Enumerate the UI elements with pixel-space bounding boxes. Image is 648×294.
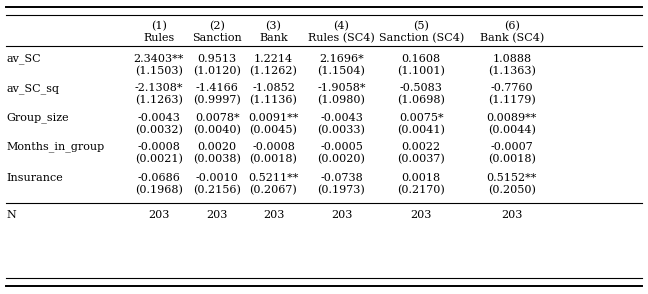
Text: -0.0686: -0.0686 <box>137 173 180 183</box>
Text: 203: 203 <box>411 210 432 220</box>
Text: (0.0045): (0.0045) <box>249 125 297 135</box>
Text: Insurance: Insurance <box>6 173 64 183</box>
Text: Group_size: Group_size <box>6 112 69 123</box>
Text: 0.0075*: 0.0075* <box>399 113 443 123</box>
Text: (0.0041): (0.0041) <box>397 125 445 135</box>
Text: (1.1136): (1.1136) <box>249 95 297 106</box>
Text: 0.1608: 0.1608 <box>402 54 441 64</box>
Text: (0.2156): (0.2156) <box>193 185 241 196</box>
Text: (0.0032): (0.0032) <box>135 125 183 135</box>
Text: (1): (1) <box>151 21 167 31</box>
Text: (0.1968): (0.1968) <box>135 185 183 196</box>
Text: -0.0008: -0.0008 <box>137 142 180 152</box>
Text: Bank: Bank <box>259 33 288 43</box>
Text: 0.0091**: 0.0091** <box>248 113 299 123</box>
Text: -1.0852: -1.0852 <box>252 83 295 93</box>
Text: 2.1696*: 2.1696* <box>319 54 364 64</box>
Text: (2): (2) <box>209 21 225 31</box>
Text: 0.0022: 0.0022 <box>402 142 441 152</box>
Text: (0.2050): (0.2050) <box>488 185 536 196</box>
Text: 0.0078*: 0.0078* <box>195 113 239 123</box>
Text: Rules (SC4): Rules (SC4) <box>308 32 375 43</box>
Text: -1.9058*: -1.9058* <box>318 83 365 93</box>
Text: Bank (SC4): Bank (SC4) <box>480 32 544 43</box>
Text: (0.0018): (0.0018) <box>249 154 297 165</box>
Text: (1.0980): (1.0980) <box>318 95 365 106</box>
Text: 0.0018: 0.0018 <box>402 173 441 183</box>
Text: (0.0020): (0.0020) <box>318 154 365 165</box>
Text: (1.1363): (1.1363) <box>488 66 536 76</box>
Text: (4): (4) <box>334 21 349 31</box>
Text: (0.0044): (0.0044) <box>488 125 536 135</box>
Text: -2.1308*: -2.1308* <box>135 83 183 93</box>
Text: N: N <box>6 210 16 220</box>
Text: (0.9997): (0.9997) <box>193 95 241 106</box>
Text: -0.0010: -0.0010 <box>196 173 238 183</box>
Text: 203: 203 <box>207 210 227 220</box>
Text: -0.7760: -0.7760 <box>491 83 533 93</box>
Text: Sanction: Sanction <box>192 33 242 43</box>
Text: (0.0033): (0.0033) <box>318 125 365 135</box>
Text: (0.0037): (0.0037) <box>397 154 445 165</box>
Text: 0.5211**: 0.5211** <box>248 173 299 183</box>
Text: (1.1504): (1.1504) <box>318 66 365 76</box>
Text: (1.1262): (1.1262) <box>249 66 297 76</box>
Text: (0.2067): (0.2067) <box>249 185 297 196</box>
Text: (1.1179): (1.1179) <box>488 95 536 106</box>
Text: av_SC: av_SC <box>6 54 41 64</box>
Text: (0.0040): (0.0040) <box>193 125 241 135</box>
Text: 0.9513: 0.9513 <box>198 54 237 64</box>
Text: 0.5152**: 0.5152** <box>487 173 537 183</box>
Text: -1.4166: -1.4166 <box>196 83 238 93</box>
Text: Months_in_group: Months_in_group <box>6 142 105 152</box>
Text: (0.0038): (0.0038) <box>193 154 241 165</box>
Text: -0.0007: -0.0007 <box>491 142 533 152</box>
Text: -0.0043: -0.0043 <box>320 113 363 123</box>
Text: (1.1503): (1.1503) <box>135 66 183 76</box>
Text: 1.2214: 1.2214 <box>254 54 293 64</box>
Text: (1.0120): (1.0120) <box>193 66 241 76</box>
Text: (1.0698): (1.0698) <box>397 95 445 106</box>
Text: -0.5083: -0.5083 <box>400 83 443 93</box>
Text: av_SC_sq: av_SC_sq <box>6 83 60 93</box>
Text: (3): (3) <box>266 21 281 31</box>
Text: -0.0008: -0.0008 <box>252 142 295 152</box>
Text: Sanction (SC4): Sanction (SC4) <box>378 32 464 43</box>
Text: 203: 203 <box>331 210 352 220</box>
Text: -0.0005: -0.0005 <box>320 142 363 152</box>
Text: 203: 203 <box>502 210 522 220</box>
Text: (0.2170): (0.2170) <box>397 185 445 196</box>
Text: (5): (5) <box>413 21 429 31</box>
Text: (0.0021): (0.0021) <box>135 154 183 165</box>
Text: -0.0738: -0.0738 <box>320 173 363 183</box>
Text: (1.1001): (1.1001) <box>397 66 445 76</box>
Text: (0.0018): (0.0018) <box>488 154 536 165</box>
Text: 0.0089**: 0.0089** <box>487 113 537 123</box>
Text: 1.0888: 1.0888 <box>492 54 531 64</box>
Text: (0.1973): (0.1973) <box>318 185 365 196</box>
Text: 203: 203 <box>148 210 169 220</box>
Text: Rules: Rules <box>143 33 174 43</box>
Text: 203: 203 <box>263 210 284 220</box>
Text: (1.1263): (1.1263) <box>135 95 183 106</box>
Text: 2.3403**: 2.3403** <box>133 54 184 64</box>
Text: -0.0043: -0.0043 <box>137 113 180 123</box>
Text: 0.0020: 0.0020 <box>198 142 237 152</box>
Text: (6): (6) <box>504 21 520 31</box>
